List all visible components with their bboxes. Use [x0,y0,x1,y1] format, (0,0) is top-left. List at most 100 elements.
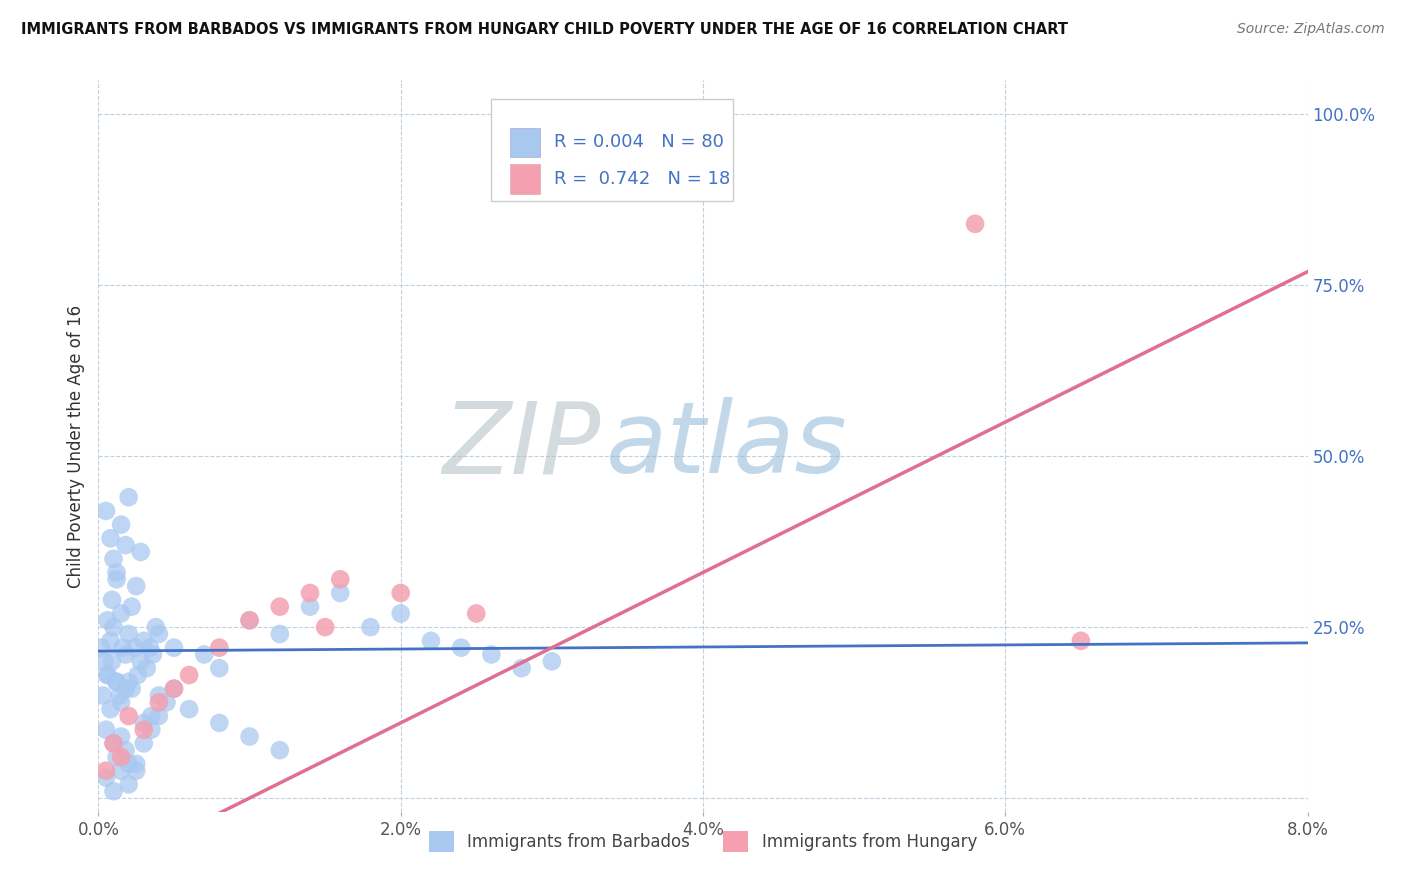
Point [101,592,124,607]
Point [103,784,125,798]
Point [132,736,155,750]
Point [125,579,148,593]
Point [96,668,118,682]
Point [105,674,128,689]
Point [965,217,987,231]
Point [389,607,412,621]
Point [314,620,336,634]
Point [148,627,170,641]
Point [360,620,382,634]
Point [114,538,136,552]
Point [100,531,122,545]
Point [329,586,352,600]
Point [145,620,167,634]
Point [94,771,117,785]
Point [155,695,177,709]
Point [142,648,165,662]
Point [94,764,117,778]
Point [110,607,132,621]
FancyBboxPatch shape [509,164,540,194]
Point [148,695,170,709]
Point [148,709,170,723]
Point [103,620,125,634]
Text: R =  0.742   N = 18: R = 0.742 N = 18 [554,170,731,188]
Point [132,715,155,730]
Text: atlas: atlas [606,398,848,494]
Point [299,586,322,600]
Point [105,572,128,586]
Point [124,640,146,655]
Point [100,702,122,716]
Point [450,640,472,655]
Point [121,681,143,696]
Point [110,517,132,532]
Point [179,702,201,716]
Point [110,750,132,764]
Point [269,743,291,757]
Point [114,648,136,662]
Point [481,648,503,662]
Point [129,654,152,668]
Point [105,566,128,580]
Point [94,504,117,518]
Point [118,756,141,771]
Point [163,640,186,655]
Point [141,723,163,737]
Point [90,640,112,655]
FancyBboxPatch shape [509,128,540,157]
Point [125,764,148,778]
Point [110,695,132,709]
Point [132,633,155,648]
FancyBboxPatch shape [492,99,734,201]
Point [96,613,118,627]
Point [510,661,533,675]
Point [94,723,117,737]
Point [91,689,114,703]
Point [111,640,134,655]
Point [96,668,118,682]
Point [103,551,125,566]
Point [389,586,412,600]
Point [108,689,131,703]
Point [105,750,128,764]
Text: IMMIGRANTS FROM BARBADOS VS IMMIGRANTS FROM HUNGARY CHILD POVERTY UNDER THE AGE : IMMIGRANTS FROM BARBADOS VS IMMIGRANTS F… [21,22,1069,37]
Point [105,674,128,689]
Point [465,607,488,621]
Point [179,668,201,682]
Point [121,599,143,614]
Point [148,689,170,703]
Point [208,640,231,655]
Point [193,648,215,662]
Point [114,681,136,696]
Point [141,709,163,723]
Point [208,715,231,730]
Point [299,599,322,614]
Point [118,674,141,689]
Point [101,654,124,668]
Point [239,613,262,627]
Legend: Immigrants from Barbados, Immigrants from Hungary: Immigrants from Barbados, Immigrants fro… [422,824,984,858]
Point [239,730,262,744]
Point [208,661,231,675]
Point [103,736,125,750]
Point [139,640,162,655]
Text: Source: ZipAtlas.com: Source: ZipAtlas.com [1237,22,1385,37]
Point [163,681,186,696]
Point [118,777,141,791]
Point [239,613,262,627]
Point [269,599,291,614]
Text: R = 0.004   N = 80: R = 0.004 N = 80 [554,134,724,152]
Point [125,756,148,771]
Point [132,723,155,737]
Point [118,490,141,504]
Point [100,633,122,648]
Point [540,654,562,668]
Point [103,736,125,750]
Text: ZIP: ZIP [441,398,600,494]
Point [118,709,141,723]
Point [93,654,115,668]
Point [135,661,157,675]
Y-axis label: Child Poverty Under the Age of 16: Child Poverty Under the Age of 16 [67,304,86,588]
Point [129,545,152,559]
Point [420,633,443,648]
